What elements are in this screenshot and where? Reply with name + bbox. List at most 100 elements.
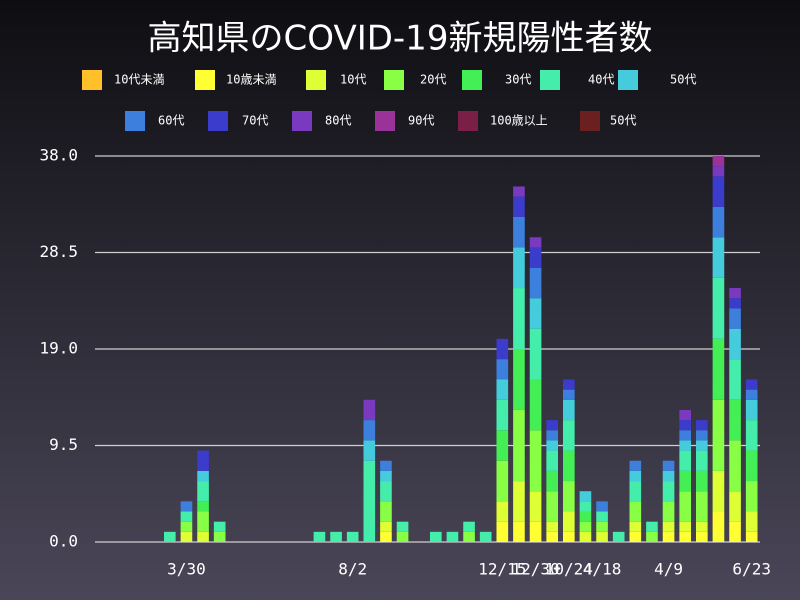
legend-label: 50代 [610, 114, 636, 128]
bar-segment [180, 501, 193, 512]
legend-swatch [375, 111, 395, 131]
bar-segment [579, 511, 592, 522]
bar-segment [529, 267, 542, 299]
legend-swatch [125, 111, 145, 131]
bar-segment [197, 511, 209, 532]
bar-segment [629, 470, 642, 482]
bar-segment [562, 389, 575, 400]
bar-segment [562, 420, 575, 451]
legend-label: 90代 [408, 114, 434, 128]
bar-segment [712, 176, 725, 207]
bar-segment [529, 491, 542, 522]
bar-segment [729, 328, 741, 360]
x-tick-label: 12/15 [478, 560, 526, 579]
bar-segment [330, 531, 342, 542]
bar-segment [745, 511, 758, 532]
bar-segment [646, 531, 658, 542]
bar-segment [546, 521, 559, 532]
bar-segment [380, 481, 392, 502]
bar-segment [579, 531, 592, 542]
bar-segment [363, 440, 376, 461]
bar-segment [612, 531, 625, 542]
bar-segment [496, 379, 509, 400]
bar-segment [479, 531, 492, 542]
x-tick-label: 4/18 [583, 560, 622, 579]
bar-segment [529, 521, 542, 542]
bar-segment [562, 481, 575, 512]
bar-segment [695, 440, 708, 451]
bar-segment [396, 521, 409, 532]
bar-segment [596, 511, 608, 522]
bar-segment [363, 420, 376, 441]
bar-segment [446, 531, 459, 542]
bar-segment [546, 420, 559, 431]
bar-segment [463, 521, 475, 532]
bar-segment [496, 460, 509, 502]
bar-segment [712, 277, 725, 339]
bar-segment [496, 501, 509, 522]
bar-segment [496, 338, 509, 360]
bar-segment [513, 186, 525, 197]
bar-segment [396, 531, 409, 542]
bar-segment [180, 511, 193, 522]
legend-swatch [82, 70, 102, 90]
bar-segment [712, 399, 725, 471]
bar-segment [579, 521, 592, 532]
bar-segment [513, 247, 525, 289]
bar-segment [180, 521, 193, 532]
bar-segment [529, 328, 542, 380]
bar-segment [695, 420, 708, 431]
bar-segment [579, 501, 592, 512]
bar-segment [197, 450, 209, 471]
bar-segment [363, 399, 376, 421]
y-tick-label: 0.0 [49, 532, 78, 551]
bar-segment [629, 460, 642, 471]
bar-segment [546, 450, 559, 471]
bar-segment [596, 501, 608, 512]
bar-segment [679, 450, 692, 471]
bar-segment [662, 521, 675, 532]
bar-segment [745, 481, 758, 512]
legend-label: 80代 [325, 114, 351, 128]
bar-segment [729, 399, 741, 441]
bar-segment [729, 491, 741, 522]
bar-segment [729, 359, 741, 400]
bar-segment [346, 531, 359, 542]
y-tick-label: 38.0 [39, 146, 78, 165]
legend-swatch [195, 70, 215, 90]
bar-segment [529, 379, 542, 431]
legend-swatch [580, 111, 600, 131]
bar-segment [213, 531, 226, 542]
legend-swatch [208, 111, 228, 131]
bar-segment [729, 521, 741, 542]
bar-segment [745, 389, 758, 400]
bar-segment [180, 531, 193, 542]
legend-label: 50代 [670, 73, 696, 87]
bar-segment [380, 470, 392, 482]
bar-segment [679, 430, 692, 441]
bar-segment [679, 491, 692, 522]
bar-segment [745, 420, 758, 451]
bar-segment [380, 460, 392, 471]
bar-segment [380, 531, 392, 542]
bar-segment [380, 501, 392, 522]
x-tick-label: 12/30 [511, 560, 559, 579]
bar-segment [546, 430, 559, 441]
legend-label: 10歳未満 [226, 73, 276, 87]
bar-segment [380, 521, 392, 532]
legend-swatch [384, 70, 404, 90]
legend-label: 30代 [505, 73, 531, 87]
bar-segment [596, 521, 608, 532]
bar-segment [529, 237, 542, 248]
bar-segment [313, 531, 326, 542]
bar-segment [546, 531, 559, 542]
bar-segment [712, 206, 725, 238]
bar-segment [546, 440, 559, 451]
legend-label: 40代 [588, 73, 614, 87]
bar-segment [513, 216, 525, 248]
bar-segment [496, 359, 509, 380]
bar-segment [695, 531, 708, 542]
bar-segment [695, 521, 708, 532]
bar-segment [745, 450, 758, 482]
legend-swatch [306, 70, 326, 90]
